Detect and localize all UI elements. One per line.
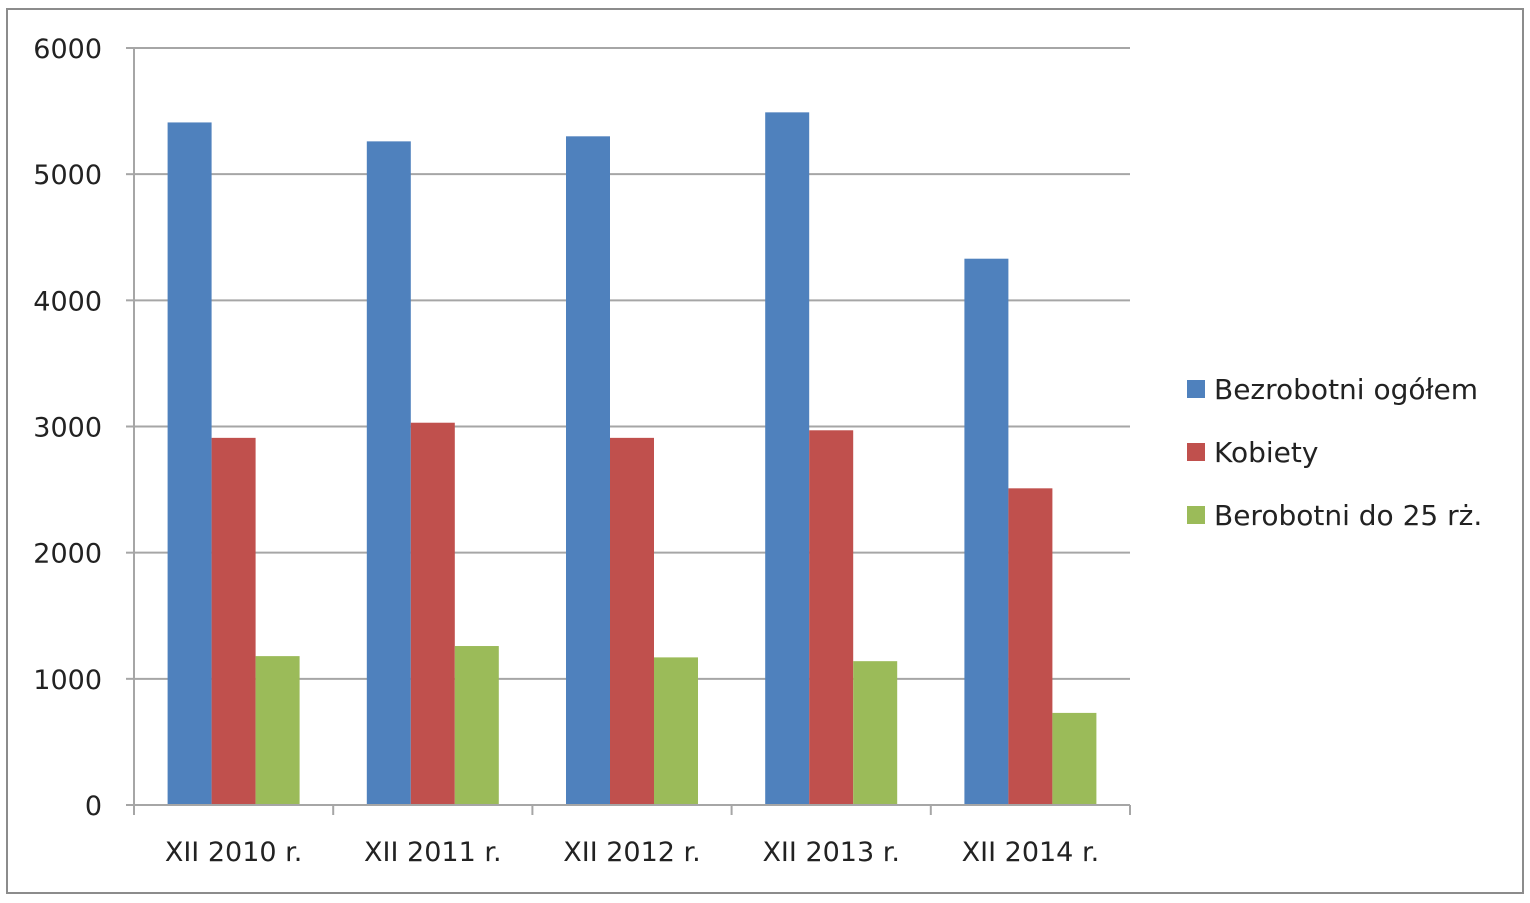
bar-kobiety-2 xyxy=(610,437,654,805)
bar-kobiety-0 xyxy=(211,437,256,805)
y-tick-label: 1000 xyxy=(33,665,102,696)
x-tick-label: XII 2011 r. xyxy=(364,837,502,868)
bars xyxy=(167,112,1097,806)
legend-item: Berobotni do 25 rż. xyxy=(1187,499,1482,532)
bar-bezrobotni-ogółem-0 xyxy=(167,122,212,805)
bar-berobotni-do-25-rż--4 xyxy=(1052,712,1097,805)
y-axis-tick-labels: 0 1000 2000 3000 4000 5000 6000 xyxy=(33,34,102,822)
bar-berobotni-do-25-rż--0 xyxy=(255,656,300,805)
legend-swatch xyxy=(1187,506,1205,524)
x-tick-label: XII 2012 r. xyxy=(563,837,701,868)
y-tick-label: 0 xyxy=(85,791,102,822)
legend-label: Bezrobotni ogółem xyxy=(1214,373,1478,406)
legend: Bezrobotni ogółem Kobiety Berobotni do 25 … xyxy=(1187,373,1482,532)
legend-label: Kobiety xyxy=(1214,436,1318,469)
legend-swatch xyxy=(1187,443,1205,461)
x-tick-label: XII 2010 r. xyxy=(165,837,303,868)
x-tick-label: XII 2014 r. xyxy=(962,837,1100,868)
legend-label: Berobotni do 25 rż. xyxy=(1214,499,1482,532)
x-axis-tick-labels: XII 2010 r. XII 2011 r. XII 2012 r. XII 201… xyxy=(165,837,1099,868)
legend-item: Bezrobotni ogółem xyxy=(1187,373,1478,406)
y-tick-label: 3000 xyxy=(33,413,102,444)
y-tick-label: 6000 xyxy=(33,34,102,65)
bar-berobotni-do-25-rż--3 xyxy=(853,661,898,805)
bar-kobiety-1 xyxy=(410,422,455,805)
y-tick-label: 5000 xyxy=(33,160,102,191)
bar-berobotni-do-25-rż--1 xyxy=(454,646,499,805)
legend-swatch xyxy=(1187,380,1205,398)
bar-berobotni-do-25-rż--2 xyxy=(654,657,698,805)
bar-bezrobotni-ogółem-2 xyxy=(566,136,610,806)
y-tick-label: 2000 xyxy=(33,539,102,570)
gridlines xyxy=(134,47,1130,680)
bar-kobiety-3 xyxy=(809,430,854,805)
axes xyxy=(126,47,1131,815)
bar-bezrobotni-ogółem-3 xyxy=(765,112,810,806)
y-tick-label: 4000 xyxy=(33,286,102,317)
bar-bezrobotni-ogółem-4 xyxy=(964,258,1009,805)
legend-item: Kobiety xyxy=(1187,436,1318,469)
bar-bezrobotni-ogółem-1 xyxy=(366,141,411,805)
x-tick-label: XII 2013 r. xyxy=(762,837,900,868)
bar-kobiety-4 xyxy=(1008,488,1053,805)
